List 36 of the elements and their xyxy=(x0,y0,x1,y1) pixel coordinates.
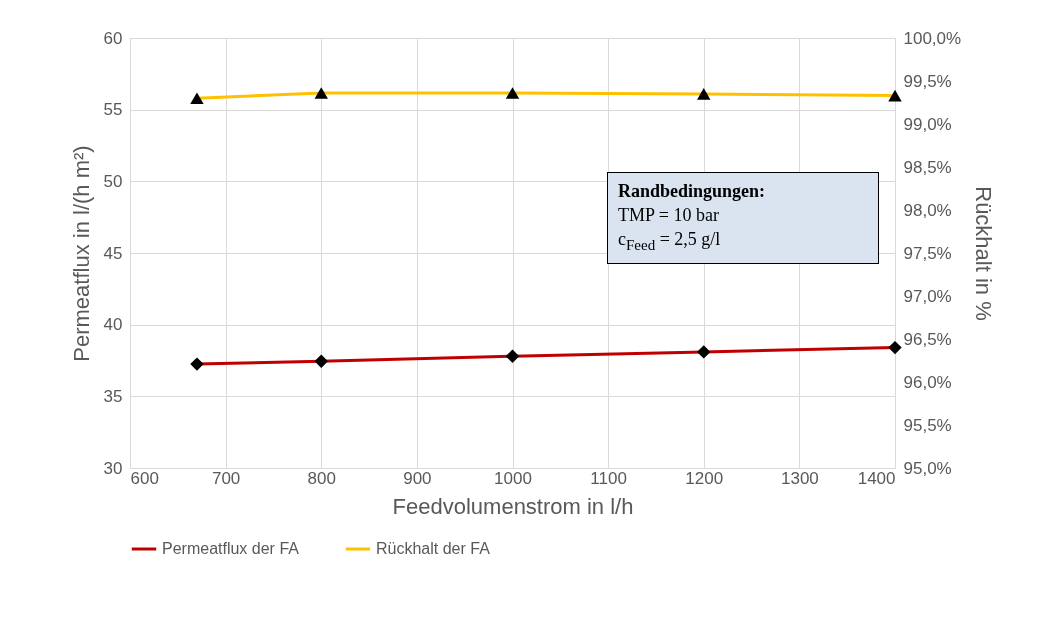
y2-tick-label: 99,5% xyxy=(903,71,952,91)
y-tick-label: 40 xyxy=(103,315,123,335)
y2-axis-title: Rückhalt in % xyxy=(971,186,997,321)
y2-tick-label: 98,0% xyxy=(903,200,952,220)
x-tick-label: 600 xyxy=(130,468,159,488)
x-axis-title: Feedvolumenstrom in l/h xyxy=(392,493,634,519)
y-tick-label: 30 xyxy=(103,458,123,478)
x-tick-label: 800 xyxy=(307,468,336,488)
y2-tick-label: 99,0% xyxy=(903,114,952,134)
x-tick-label: 1100 xyxy=(590,468,627,488)
y2-tick-label: 100,0% xyxy=(903,28,962,48)
annotation: Randbedingungen: xyxy=(618,180,767,203)
text-box: Randbedingungen: TMP = 10 bar c$_{Feed}$ = 2,5 g/l xyxy=(607,172,879,264)
y2-tick-label: 97,5% xyxy=(903,243,952,263)
x-tick-label: 1000 xyxy=(494,468,532,488)
annotation: TMP = 10 bar xyxy=(618,204,720,227)
legend-label: Permeatflux der FA xyxy=(162,540,300,557)
y-tick-label: 60 xyxy=(103,28,123,48)
legend-label: Rückhalt der FA xyxy=(376,540,491,557)
y-axis-title: Permeatflux in l/(h m²) xyxy=(68,145,94,362)
y2-tick-label: 96,0% xyxy=(903,372,952,392)
x-tick-label: 900 xyxy=(403,468,432,488)
y-tick-label: 55 xyxy=(103,100,123,120)
y-tick-label: 35 xyxy=(103,386,123,406)
y2-tick-label: 95,5% xyxy=(903,415,952,435)
x-tick-label: 1300 xyxy=(780,468,819,488)
x-tick-label: 1400 xyxy=(857,468,896,488)
x-tick-label: 700 xyxy=(211,468,241,488)
y2-tick-label: 95,0% xyxy=(903,458,952,478)
annotation: c$_{Feed}$ = 2,5 g/l xyxy=(618,228,722,255)
y-tick-label: 50 xyxy=(103,171,123,191)
y2-tick-label: 98,5% xyxy=(903,157,952,177)
y2-tick-label: 96,5% xyxy=(903,329,952,349)
x-tick-label: 1200 xyxy=(685,468,724,488)
y-tick-label: 45 xyxy=(103,243,123,263)
y2-tick-label: 97,0% xyxy=(903,286,952,306)
